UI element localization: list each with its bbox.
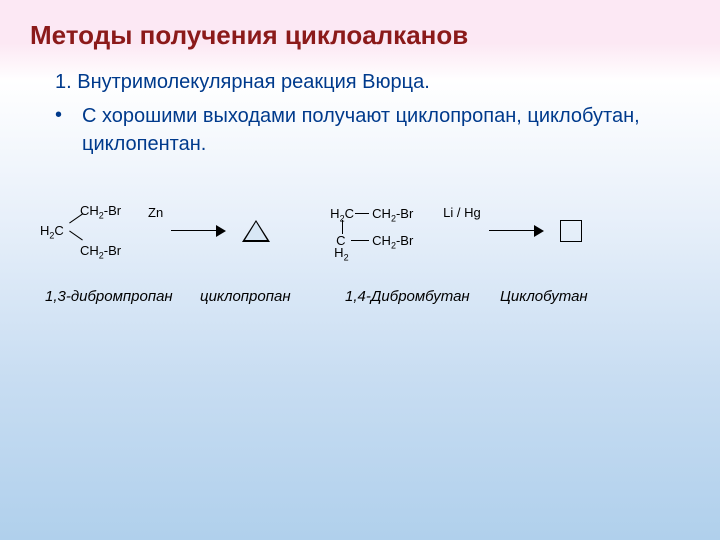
body-text: С хорошими выходами получают циклопропан… — [82, 102, 690, 158]
label-cyclopropane: циклопропан — [200, 288, 345, 305]
reactions-row: H2C CH2-Br CH2-Br Zn H2C CH2-Br C H2 CH2… — [30, 203, 690, 258]
h2-bot-label: H2 — [334, 245, 348, 263]
reaction-1: H2C CH2-Br CH2-Br Zn — [40, 203, 270, 258]
bond-line — [69, 231, 83, 241]
cyclobutane-shape — [560, 220, 582, 242]
reaction-arrow — [171, 225, 226, 237]
page-title: Методы получения циклоалканов — [30, 20, 690, 51]
ch2-top-label: CH2-Br — [80, 203, 121, 221]
subtitle: 1. Внутримолекулярная реакция Вюрца. — [55, 71, 690, 94]
reaction-2: H2C CH2-Br C H2 CH2-Br Li / Hg — [330, 203, 582, 258]
label-cyclobutane: Циклобутан — [500, 288, 588, 305]
bond-line — [355, 213, 369, 214]
label-dibromopropane: 1,3-дибромпропан — [45, 288, 200, 305]
ch2-bot-label: CH2-Br — [372, 233, 413, 251]
molecule-dibromobutane: H2C CH2-Br C H2 CH2-Br — [330, 203, 435, 258]
labels-row: 1,3-дибромпропан циклопропан 1,4-Дибромб… — [30, 288, 690, 305]
ch2-top-label: CH2-Br — [372, 206, 413, 224]
h2c-label: H2C — [40, 223, 64, 241]
label-dibromobutane: 1,4-Дибромбутан — [345, 288, 500, 305]
bullet-line: • С хорошими выходами получают циклопроп… — [55, 102, 690, 158]
bullet-icon: • — [55, 104, 62, 127]
cyclopropane-shape — [242, 220, 270, 242]
reagent-lihg: Li / Hg — [443, 205, 481, 220]
reaction-arrow — [489, 225, 544, 237]
bond-line — [342, 220, 343, 234]
bond-line — [351, 240, 369, 241]
molecule-dibromopropane: H2C CH2-Br CH2-Br — [40, 203, 140, 258]
ch2-bot-label: CH2-Br — [80, 243, 121, 261]
reagent-zn: Zn — [148, 205, 163, 220]
